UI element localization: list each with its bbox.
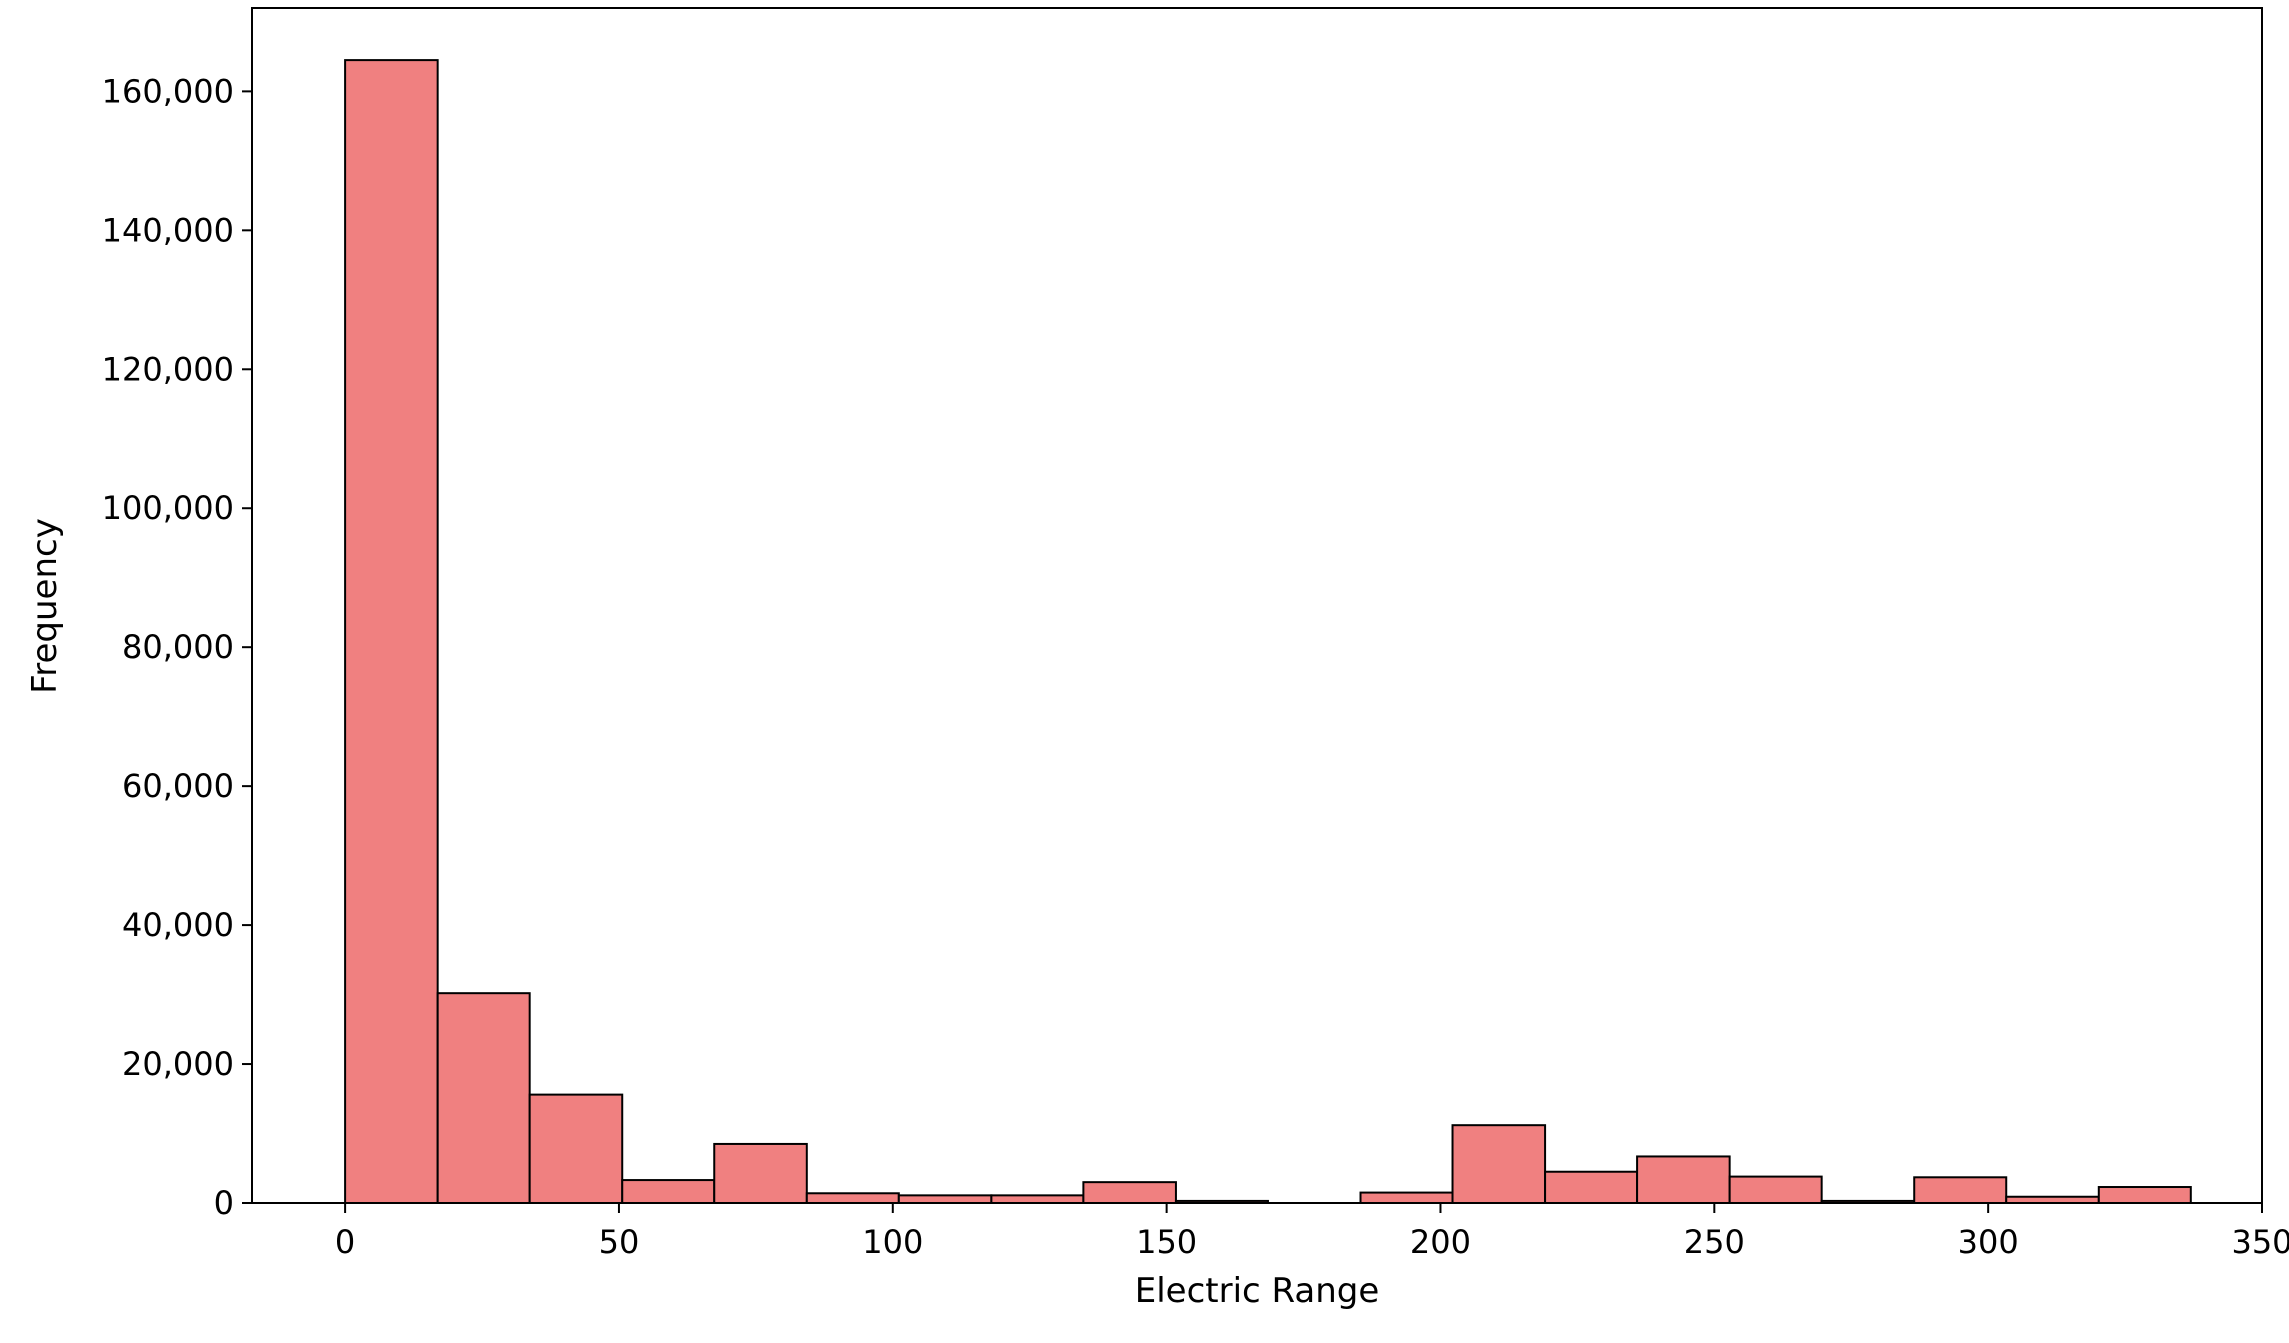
histogram-bar-15 — [1728, 1175, 1823, 1205]
histogram-bar-2 — [528, 1093, 624, 1205]
x-tick-label: 350 — [2231, 1223, 2289, 1261]
histogram-bar-17 — [1913, 1176, 2008, 1204]
x-tick-label: 300 — [1958, 1223, 2019, 1261]
x-tick-label: 150 — [1136, 1223, 1197, 1261]
x-tick-label: 50 — [599, 1223, 640, 1261]
x-tick-label: 250 — [1684, 1223, 1745, 1261]
y-tick-label: 100,000 — [102, 489, 234, 527]
y-tick-label: 60,000 — [122, 767, 234, 805]
bars-layer — [344, 59, 2192, 1205]
y-tick-label: 40,000 — [122, 906, 234, 944]
x-axis-ticks: 0 50 100 150 200 250 300 350 — [335, 1203, 2289, 1261]
histogram-bar-8 — [1082, 1181, 1177, 1205]
x-tick-label: 0 — [335, 1223, 355, 1261]
y-axis-label: Frequency — [25, 518, 65, 694]
y-tick-label: 20,000 — [122, 1045, 234, 1083]
histogram-bar-5 — [805, 1192, 900, 1205]
histogram-bar-13 — [1544, 1170, 1639, 1205]
x-axis-label: Electric Range — [1135, 1271, 1380, 1311]
y-tick-label: 140,000 — [102, 211, 234, 249]
histogram-bar-4 — [713, 1142, 808, 1205]
histogram-bar-6 — [897, 1194, 993, 1204]
y-tick-label: 160,000 — [102, 72, 234, 110]
histogram-bar-1 — [436, 992, 531, 1204]
histogram-bar-0 — [344, 59, 439, 1205]
y-tick-label: 80,000 — [122, 628, 234, 666]
x-tick-label: 100 — [862, 1223, 923, 1261]
histogram-bar-14 — [1636, 1155, 1731, 1204]
histogram-bar-19 — [2097, 1186, 2192, 1205]
y-tick-label: 120,000 — [102, 350, 234, 388]
y-axis-ticks: 0 20,000 40,000 60,000 80,000 100,000 120,000 1… — [102, 72, 252, 1222]
x-tick-label: 200 — [1410, 1223, 1471, 1261]
histogram-bar-11 — [1359, 1191, 1454, 1205]
histogram-bar-12 — [1451, 1124, 1547, 1204]
y-tick-label: 0 — [214, 1184, 234, 1222]
plot-frame — [251, 7, 2263, 1204]
histogram-bar-3 — [621, 1179, 716, 1204]
histogram-bar-7 — [990, 1194, 1085, 1204]
